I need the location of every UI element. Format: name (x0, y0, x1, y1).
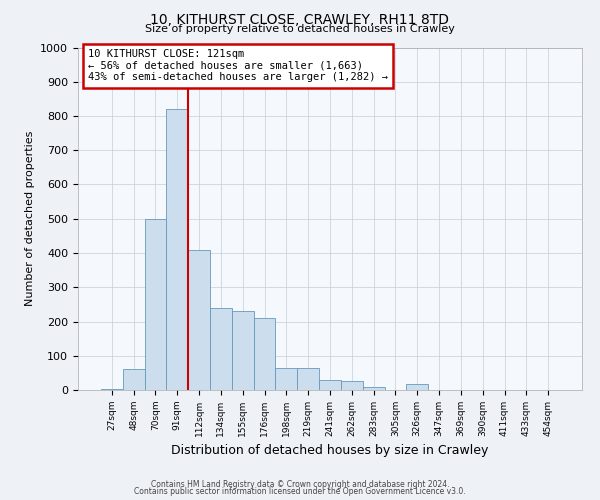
Bar (363, 386, 385, 390)
Bar (232, 311, 254, 390)
Bar (275, 368, 297, 390)
Bar (166, 109, 188, 390)
Bar (341, 382, 363, 390)
Text: 10, KITHURST CLOSE, CRAWLEY, RH11 8TD: 10, KITHURST CLOSE, CRAWLEY, RH11 8TD (151, 12, 449, 26)
Text: Contains HM Land Registry data © Crown copyright and database right 2024.: Contains HM Land Registry data © Crown c… (151, 480, 449, 489)
Bar (319, 380, 341, 390)
Text: Contains public sector information licensed under the Open Government Licence v3: Contains public sector information licen… (134, 488, 466, 496)
Bar (123, 370, 145, 390)
Y-axis label: Number of detached properties: Number of detached properties (25, 131, 35, 306)
Text: 10 KITHURST CLOSE: 121sqm
← 56% of detached houses are smaller (1,663)
43% of se: 10 KITHURST CLOSE: 121sqm ← 56% of detac… (88, 49, 388, 82)
Bar (188, 250, 210, 390)
Text: Size of property relative to detached houses in Crawley: Size of property relative to detached ho… (145, 24, 455, 34)
Bar (406, 384, 428, 390)
X-axis label: Distribution of detached houses by size in Crawley: Distribution of detached houses by size … (172, 444, 488, 458)
Bar (254, 318, 275, 390)
Bar (210, 308, 232, 390)
Bar (297, 368, 319, 390)
Bar (145, 219, 166, 390)
